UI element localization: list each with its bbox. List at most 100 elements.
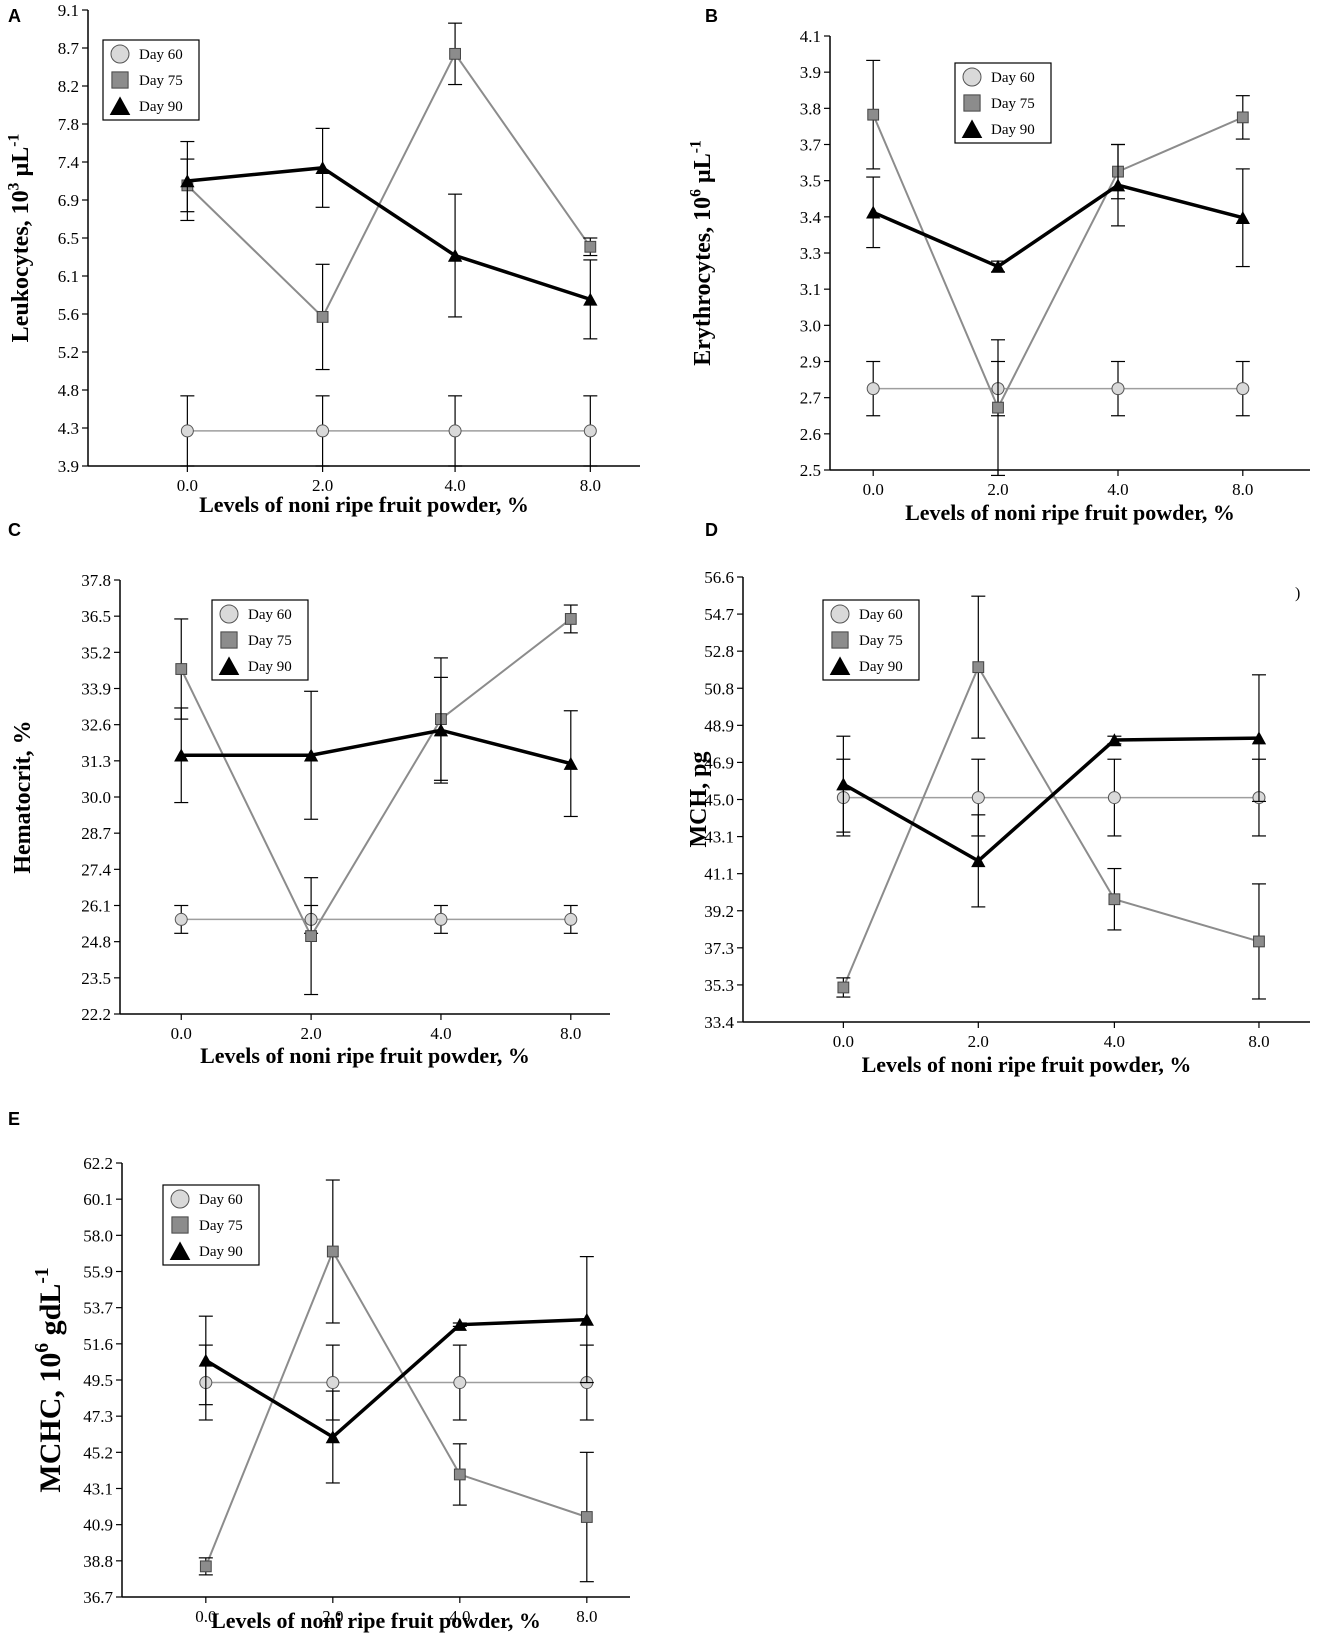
legend-marker-day75 xyxy=(963,94,981,112)
y-tick-label: 3.4 xyxy=(800,208,822,227)
y-tick-label: 62.2 xyxy=(83,1154,113,1173)
y-axis-label-superscript: -1 xyxy=(687,140,704,153)
series-line-day90 xyxy=(204,1317,587,1440)
y-tick-label: 24.8 xyxy=(81,933,111,952)
data-point-day60 xyxy=(583,424,597,438)
data-point-day90 xyxy=(563,756,578,770)
x-axis-label: Levels of noni ripe fruit powder, % xyxy=(200,1043,530,1068)
data-point-day90 xyxy=(990,259,1006,273)
x-tick-label: 4.0 xyxy=(1104,1032,1125,1051)
data-point-day60 xyxy=(866,382,880,396)
data-point-day75 xyxy=(867,108,880,121)
series-day60 xyxy=(866,360,1250,417)
series-day60 xyxy=(174,904,578,934)
y-tick-label: 49.5 xyxy=(83,1371,113,1390)
series-day90 xyxy=(174,676,578,820)
data-point-day60 xyxy=(174,912,188,926)
legend-marker-day60 xyxy=(110,44,130,64)
x-tick-label: 2.0 xyxy=(987,480,1008,499)
y-tick-label: 36.7 xyxy=(83,1588,113,1607)
data-point-day60 xyxy=(453,1376,467,1390)
panel-letter: C xyxy=(8,520,21,540)
legend: Day 60 Day 75 Day 90 xyxy=(211,599,309,681)
y-axis-label: MCH, pg xyxy=(686,752,712,848)
y-axis-label-part: gdL xyxy=(34,1284,67,1343)
series-line-day75 xyxy=(872,114,1244,410)
y-tick-label: 33.9 xyxy=(81,680,111,699)
x-tick-label: 8.0 xyxy=(580,476,601,495)
y-tick-label: 55.9 xyxy=(83,1263,113,1282)
y-axis-label: Leukocytes, 103 µL-1 xyxy=(5,134,34,343)
y-axis-label-part: MCH, pg xyxy=(686,752,712,848)
y-tick-label: 53.7 xyxy=(83,1299,113,1318)
y-tick-label: 6.5 xyxy=(58,229,79,248)
y-tick-label: 3.5 xyxy=(800,172,821,191)
legend-entry-day75: Day 75 xyxy=(991,96,1035,112)
y-tick-label: 28.7 xyxy=(81,824,111,843)
series-day75 xyxy=(836,595,1266,1000)
data-point-day90 xyxy=(452,1317,467,1331)
y-axis-label-superscript: 3 xyxy=(5,182,22,190)
data-point-day90 xyxy=(325,1430,340,1444)
legend-entry-day90: Day 90 xyxy=(248,659,292,675)
series-day75 xyxy=(180,22,598,371)
series-line-day90 xyxy=(872,183,1244,269)
series-day75 xyxy=(198,1179,594,1583)
y-tick-label: 8.2 xyxy=(58,77,79,96)
data-point-day90 xyxy=(447,248,463,262)
y-tick-label: 4.3 xyxy=(58,419,79,438)
y-tick-label: 35.2 xyxy=(81,643,111,662)
data-point-day90 xyxy=(1110,178,1126,192)
x-axis-label: Levels of noni ripe fruit powder, % xyxy=(211,1608,541,1633)
series-line-day75 xyxy=(186,51,592,319)
y-tick-label: 36.5 xyxy=(81,607,111,626)
series-day90 xyxy=(198,1256,594,1484)
y-tick-label: 2.5 xyxy=(800,461,821,480)
data-point-day90 xyxy=(315,161,330,175)
x-tick-label: 0.0 xyxy=(171,1024,192,1043)
x-tick-label: 0.0 xyxy=(195,1607,216,1626)
data-point-day75 xyxy=(1108,893,1121,906)
series-day75 xyxy=(174,604,578,996)
y-tick-label: 2.6 xyxy=(800,425,821,444)
chart-panel-b: B 2.5 2.6 2.7 2.9 3.0 3.1 3.3 3.4 3.5 3.7 3.8 3.9 4.1… xyxy=(687,6,1310,525)
legend-marker-day75 xyxy=(220,631,238,649)
legend-marker-day60 xyxy=(170,1189,190,1209)
y-tick-label: 3.9 xyxy=(58,457,79,476)
data-point-day60 xyxy=(326,1376,340,1390)
chart-panel-c: C 22.2 23.5 24.8 26.1 27.4 28.7 30.0 31.3 32.6 33.… xyxy=(8,520,610,1068)
y-axis-label-part: MCHC, 10 xyxy=(34,1353,67,1493)
data-point-day75 xyxy=(449,47,461,60)
series-line-day90 xyxy=(181,728,572,766)
x-tick-label: 8.0 xyxy=(560,1024,581,1043)
data-point-day60 xyxy=(434,912,448,926)
panel-letter: D xyxy=(705,520,718,540)
chart-panel-d: D 33.4 35.3 37.3 39.2 41.1 43.1 45.0 46.9 48.9 50.… xyxy=(686,520,1310,1077)
data-point-day75 xyxy=(580,1511,593,1523)
x-axis-label: Levels of noni ripe fruit powder, % xyxy=(905,500,1235,525)
legend-entry-day60: Day 60 xyxy=(199,1192,243,1208)
y-tick-label: 5.2 xyxy=(58,343,79,362)
y-axis-label-part: Hematocrit, % xyxy=(10,720,36,873)
legend-entry-day75: Day 75 xyxy=(139,73,183,89)
y-tick-label: 6.1 xyxy=(58,267,79,286)
legend-marker-day60 xyxy=(962,67,982,87)
legend-marker-day60 xyxy=(219,604,239,624)
x-tick-label: 2.0 xyxy=(300,1024,321,1043)
x-tick-label: 8.0 xyxy=(1232,480,1253,499)
y-tick-label: 43.1 xyxy=(704,828,734,847)
legend-entry-day60: Day 60 xyxy=(139,47,183,63)
data-point-day75 xyxy=(1236,111,1249,124)
y-tick-label: 3.1 xyxy=(800,280,821,299)
data-point-day75 xyxy=(305,930,318,943)
data-point-day75 xyxy=(584,240,597,253)
y-tick-label: 37.8 xyxy=(81,571,111,590)
legend-entry-day60: Day 60 xyxy=(248,607,292,623)
y-tick-label: 43.1 xyxy=(83,1480,113,1499)
series-day60 xyxy=(180,395,598,467)
y-axis-label: MCHC, 106 gdL-1 xyxy=(32,1267,67,1492)
y-axis-label: Hematocrit, % xyxy=(10,720,36,873)
legend-marker-day90 xyxy=(169,1241,191,1261)
y-tick-label: 45.2 xyxy=(83,1443,113,1462)
legend-marker-day90 xyxy=(961,119,983,139)
